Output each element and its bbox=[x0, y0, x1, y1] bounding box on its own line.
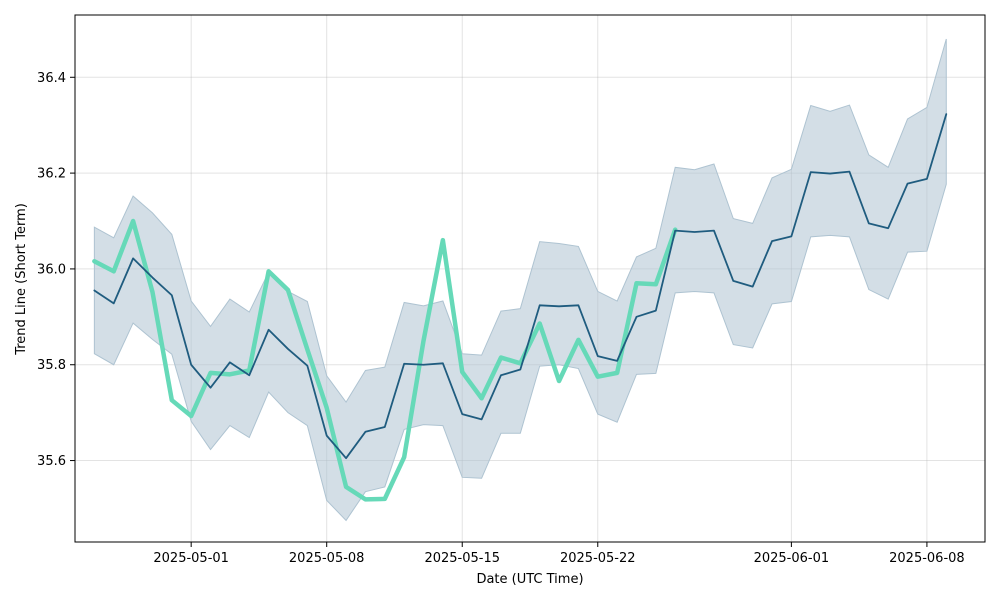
x-tick-label: 2025-05-15 bbox=[424, 551, 500, 566]
y-axis-label: Trend Line (Short Term) bbox=[14, 203, 29, 356]
x-tick-label: 2025-05-22 bbox=[560, 551, 636, 566]
x-tick-label: 2025-05-01 bbox=[153, 551, 229, 566]
confidence-band-layer bbox=[93, 38, 947, 522]
x-axis-label: Date (UTC Time) bbox=[476, 572, 583, 587]
x-axis: 2025-05-01 2025-05-08 2025-05-15 2025-05-22… bbox=[153, 542, 965, 566]
y-tick-label: 35.6 bbox=[37, 454, 66, 469]
confidence-band bbox=[93, 38, 947, 522]
trend-line bbox=[93, 113, 948, 460]
y-axis: 35.6 35.8 36.0 36.2 36.4 bbox=[37, 71, 75, 469]
x-tick-label: 2025-05-08 bbox=[289, 551, 365, 566]
series-layer bbox=[92, 113, 948, 502]
y-tick-label: 36.0 bbox=[37, 262, 66, 277]
actual-line bbox=[92, 218, 678, 502]
plot-frame bbox=[74, 14, 986, 543]
y-tick-label: 36.4 bbox=[37, 71, 66, 86]
y-tick-label: 36.2 bbox=[37, 167, 66, 182]
x-tick-label: 2025-06-08 bbox=[889, 551, 965, 566]
x-tick-label: 2025-06-01 bbox=[754, 551, 830, 566]
y-tick-label: 35.8 bbox=[37, 358, 66, 373]
